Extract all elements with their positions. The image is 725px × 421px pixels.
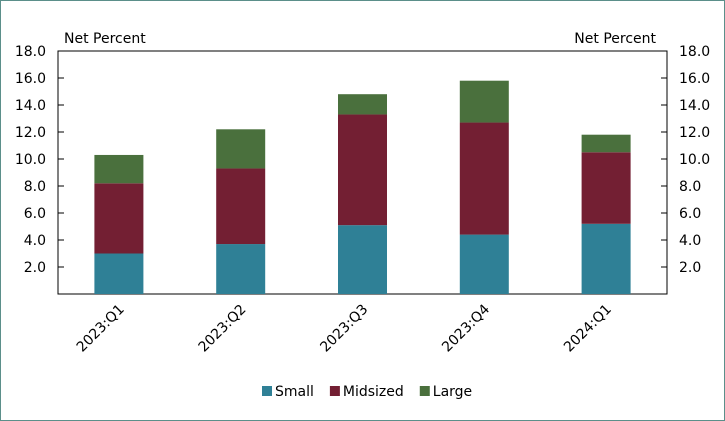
bar-midsized-2023-q1: [94, 183, 144, 254]
right-tick-label: 8.0: [679, 179, 701, 195]
right-tick-label: 6.0: [679, 206, 701, 222]
bar-midsized-2023-q4: [459, 122, 509, 235]
left-tick-label: 12.0: [15, 125, 46, 141]
left-tick-label: 10.0: [15, 152, 46, 168]
left-tick-label: 8.0: [24, 179, 46, 195]
legend-label-large: Large: [433, 384, 472, 400]
legend-label-midsized: Midsized: [343, 384, 404, 400]
right-axis-title: Net Percent: [574, 31, 656, 47]
bar-large-2023-q2: [216, 129, 266, 169]
right-tick-label: 18.0: [679, 44, 710, 60]
legend-swatch-small: [262, 386, 272, 396]
left-axis-title: Net Percent: [64, 31, 146, 47]
left-tick-label: 4.0: [24, 233, 46, 249]
bar-small-2023-q3: [338, 225, 387, 294]
bar-midsized-2024-q1: [581, 152, 631, 224]
legend-label-small: Small: [275, 384, 314, 400]
bar-large-2023-q4: [459, 80, 509, 123]
bar-small-2024-q1: [581, 223, 631, 294]
legend-swatch-large: [419, 386, 430, 396]
category-label: 2023:Q4: [439, 301, 493, 355]
bar-small-2023-q2: [216, 244, 266, 294]
bar-large-2023-q3: [338, 94, 387, 115]
right-tick-label: 16.0: [679, 71, 710, 87]
left-tick-label: 18.0: [15, 44, 46, 60]
category-label: 2023:Q3: [317, 302, 371, 356]
plot-area: 2.0 2.0 4.0 4.0 6.0 6.0 8.0 8.0 10.0 10.0 12.0 12.0…: [15, 44, 710, 355]
bar-small-2023-q1: [94, 253, 144, 294]
category-label: 2023:Q2: [196, 302, 250, 356]
bar-midsized-2023-q3: [338, 114, 387, 226]
left-tick-label: 16.0: [15, 71, 46, 87]
right-tick-label: 12.0: [679, 125, 710, 141]
left-tick-label: 14.0: [15, 98, 46, 114]
right-tick-label: 14.0: [679, 98, 710, 114]
category-label: 2024:Q1: [561, 302, 615, 356]
left-tick-label: 6.0: [24, 206, 46, 222]
legend: Small Midsized Large: [262, 384, 472, 400]
bar-large-2024-q1: [581, 134, 631, 153]
right-tick-label: 4.0: [679, 233, 701, 249]
bar-small-2023-q4: [459, 234, 509, 294]
legend-swatch-midsized: [329, 386, 340, 396]
right-tick-label: 10.0: [679, 152, 710, 168]
bar-midsized-2023-q2: [216, 168, 266, 245]
category-label: 2023:Q1: [74, 302, 128, 356]
right-tick-label: 2.0: [679, 260, 701, 276]
left-tick-label: 2.0: [24, 260, 46, 276]
bar-large-2023-q1: [94, 154, 144, 184]
